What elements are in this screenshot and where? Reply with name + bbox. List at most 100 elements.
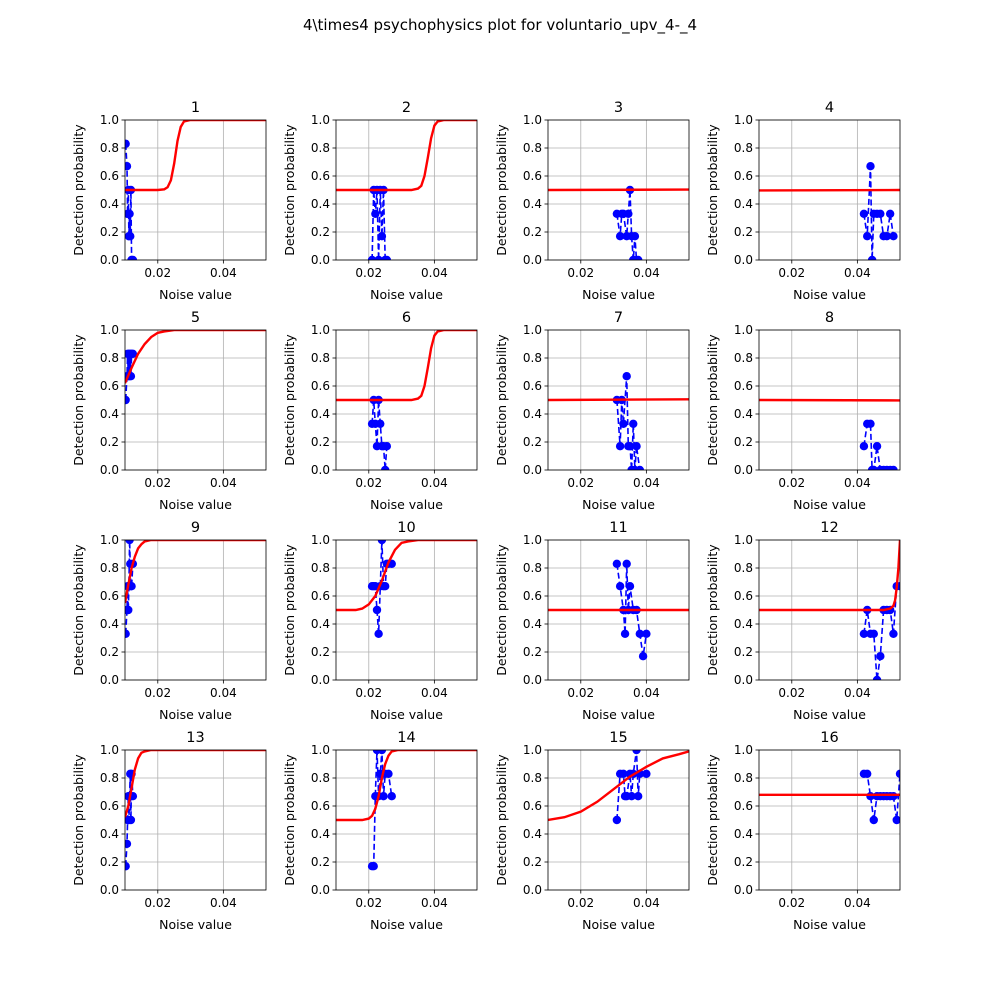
data-point	[374, 255, 383, 260]
subplot-12: 0.0 0.2 0.4 0.6 0.8 1.0 0.02 0.04 12 Noise value D…	[705, 520, 901, 722]
y-tick-label: 0.4	[523, 407, 542, 421]
data-point	[622, 372, 631, 381]
x-tick-label: 0.02	[567, 686, 594, 700]
fit-curve	[125, 120, 266, 192]
data-point	[633, 255, 643, 260]
y-tick-label: 0.2	[311, 855, 330, 869]
fit-curve	[125, 750, 266, 818]
y-tick-label: 1.0	[734, 113, 753, 127]
data-point	[612, 815, 622, 825]
y-axis-label: Detection probability	[71, 124, 86, 256]
y-tick-label: 0.0	[311, 673, 330, 687]
plot-area	[759, 769, 900, 825]
data-point	[892, 815, 900, 825]
data-series-line	[616, 750, 647, 821]
y-tick-label: 0.0	[100, 673, 119, 687]
subplot-title: 16	[820, 730, 838, 746]
y-tick-label: 0.0	[734, 253, 753, 267]
data-point	[863, 769, 872, 778]
data-point	[615, 442, 625, 451]
y-tick-label: 0.0	[523, 673, 542, 687]
axes-frame	[335, 329, 478, 471]
fit-curve	[548, 398, 689, 402]
data-point	[872, 442, 882, 451]
data-point	[866, 162, 875, 171]
data-point	[622, 559, 631, 568]
y-tick-label: 0.8	[100, 141, 119, 155]
axes-frame	[335, 539, 478, 681]
y-tick-label: 0.4	[523, 617, 542, 631]
data-point	[872, 675, 882, 680]
fit-curve	[548, 750, 689, 822]
x-tick-label: 0.02	[778, 476, 805, 490]
x-axis-label: Noise value	[370, 287, 443, 302]
x-axis-label: Noise value	[582, 707, 655, 722]
data-point	[633, 792, 643, 801]
plot-area	[548, 750, 689, 825]
axes-frame	[758, 119, 901, 261]
data-point	[125, 209, 134, 218]
y-axis-label: Detection probability	[282, 754, 297, 886]
data-point	[387, 792, 396, 801]
y-tick-label: 0.2	[734, 435, 753, 449]
data-point	[889, 629, 898, 638]
plot-area	[336, 540, 477, 638]
subplot-title: 6	[402, 310, 411, 326]
y-tick-label: 0.6	[100, 589, 119, 603]
x-tick-label: 0.02	[144, 686, 171, 700]
y-tick-label: 0.6	[311, 169, 330, 183]
y-tick-label: 0.2	[523, 225, 542, 239]
y-axis-label: Detection probability	[71, 334, 86, 466]
y-tick-label: 0.6	[311, 799, 330, 813]
y-tick-label: 0.0	[734, 883, 753, 897]
plot-area	[759, 162, 900, 260]
subplot-10: 0.0 0.2 0.4 0.6 0.8 1.0 0.02 0.04 10 Noise value D…	[282, 520, 478, 722]
data-point	[859, 442, 869, 451]
x-tick-label: 0.04	[210, 686, 237, 700]
subplot-13: 0.0 0.2 0.4 0.6 0.8 1.0 0.02 0.04 13 Noise value D…	[71, 730, 267, 932]
data-point	[612, 559, 622, 568]
data-point	[859, 209, 869, 218]
y-axis-label: Detection probability	[71, 754, 86, 886]
axes-frame	[124, 539, 267, 681]
x-tick-label: 0.04	[210, 476, 237, 490]
data-point	[615, 582, 625, 591]
data-point	[642, 629, 651, 638]
data-point	[374, 629, 383, 638]
y-tick-label: 1.0	[100, 113, 119, 127]
data-series-line	[371, 189, 387, 260]
data-point	[863, 232, 872, 241]
y-tick-label: 0.4	[100, 617, 119, 631]
x-tick-label: 0.02	[144, 476, 171, 490]
axes-frame	[758, 539, 901, 681]
y-tick-label: 0.4	[734, 617, 753, 631]
y-tick-label: 0.0	[311, 463, 330, 477]
y-axis-label: Detection probability	[705, 754, 720, 886]
subplot-5: 0.0 0.2 0.4 0.6 0.8 1.0 0.02 0.04 5 Noise value De…	[71, 310, 267, 512]
data-point	[367, 255, 377, 260]
x-tick-label: 0.04	[210, 266, 237, 280]
y-tick-label: 0.4	[523, 827, 542, 841]
data-point	[377, 232, 387, 241]
y-axis-label: Detection probability	[494, 124, 509, 256]
data-point	[619, 419, 628, 428]
subplot-title: 7	[614, 310, 623, 326]
subplot-8: 0.0 0.2 0.4 0.6 0.8 1.0 0.02 0.04 8 Noise value De…	[705, 310, 901, 512]
x-tick-label: 0.02	[567, 896, 594, 910]
data-point	[624, 209, 633, 218]
axes-frame	[335, 749, 478, 891]
y-tick-label: 1.0	[523, 323, 542, 337]
y-tick-label: 0.8	[100, 561, 119, 575]
plot-area	[548, 185, 689, 260]
axes-frame	[124, 119, 267, 261]
subplot-title: 12	[820, 520, 838, 536]
x-axis-label: Noise value	[370, 707, 443, 722]
plot-area	[125, 540, 266, 638]
data-point	[635, 465, 645, 470]
y-axis-label: Detection probability	[282, 334, 297, 466]
plot-area	[125, 330, 266, 405]
plot-area	[759, 398, 900, 470]
plot-area	[548, 559, 689, 661]
y-tick-label: 0.0	[523, 883, 542, 897]
data-point	[379, 792, 388, 801]
